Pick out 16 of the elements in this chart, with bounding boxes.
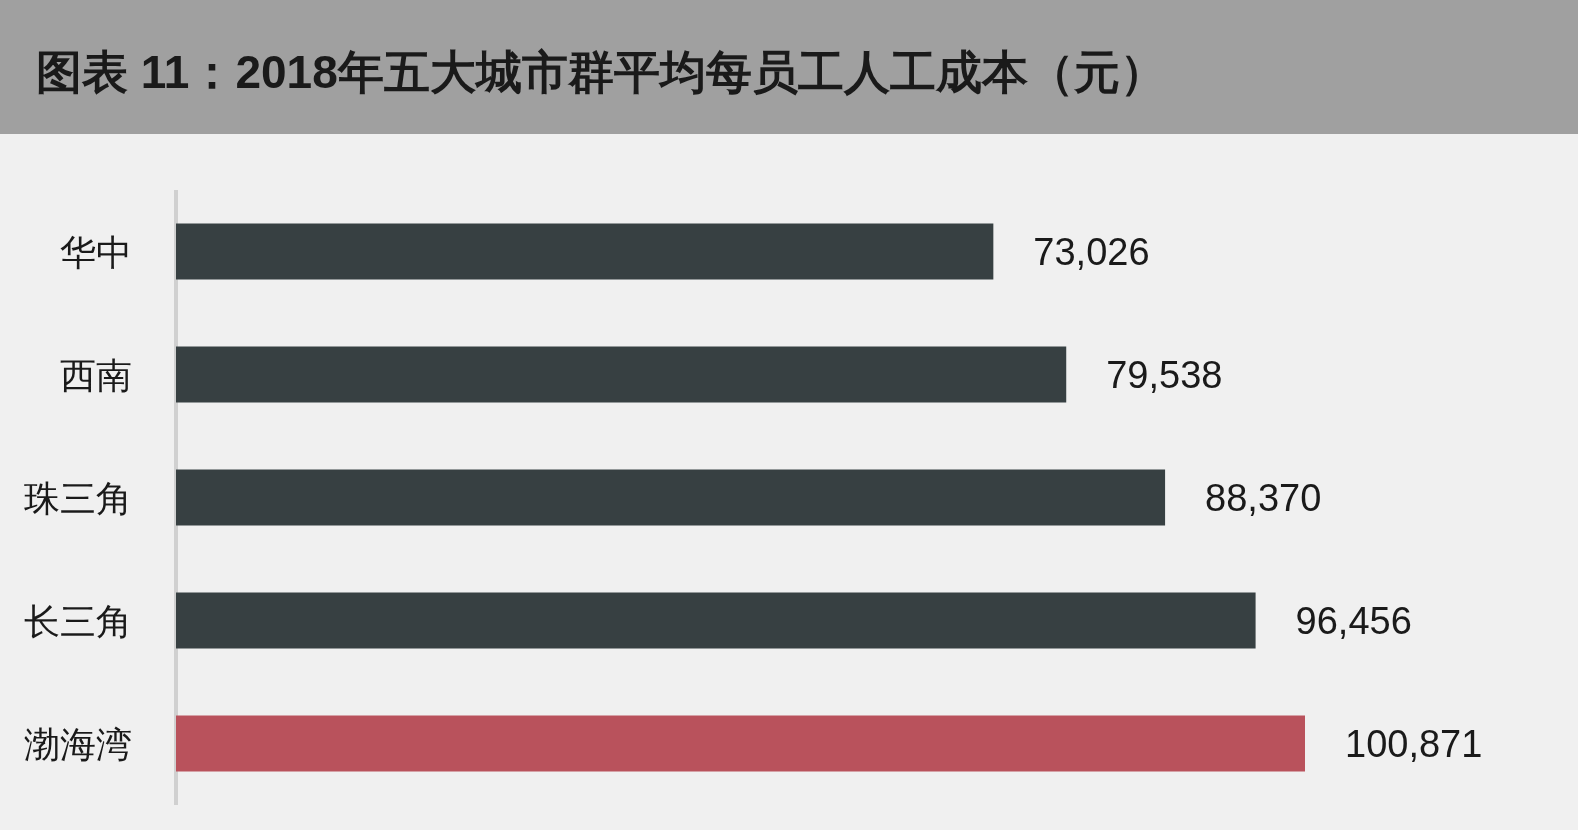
bar	[176, 223, 994, 280]
y-tick-label: 渤海湾	[24, 723, 132, 765]
y-tick-label: 珠三角	[24, 477, 132, 519]
data-label: 100,871	[1345, 722, 1483, 765]
data-label: 73,026	[1033, 230, 1150, 273]
y-tick-label: 华中	[60, 231, 132, 273]
bar	[176, 346, 1067, 403]
y-tick-label: 西南	[60, 354, 132, 396]
data-label: 79,538	[1106, 353, 1223, 396]
data-label: 88,370	[1205, 476, 1322, 519]
bar	[176, 592, 1256, 649]
data-label: 96,456	[1295, 599, 1412, 642]
y-tick-label: 长三角	[24, 600, 132, 642]
chart-title: 图表 11：2018年五大城市群平均每员工人工成本（元）	[36, 46, 1166, 98]
bar	[176, 715, 1305, 772]
bar	[176, 469, 1166, 526]
